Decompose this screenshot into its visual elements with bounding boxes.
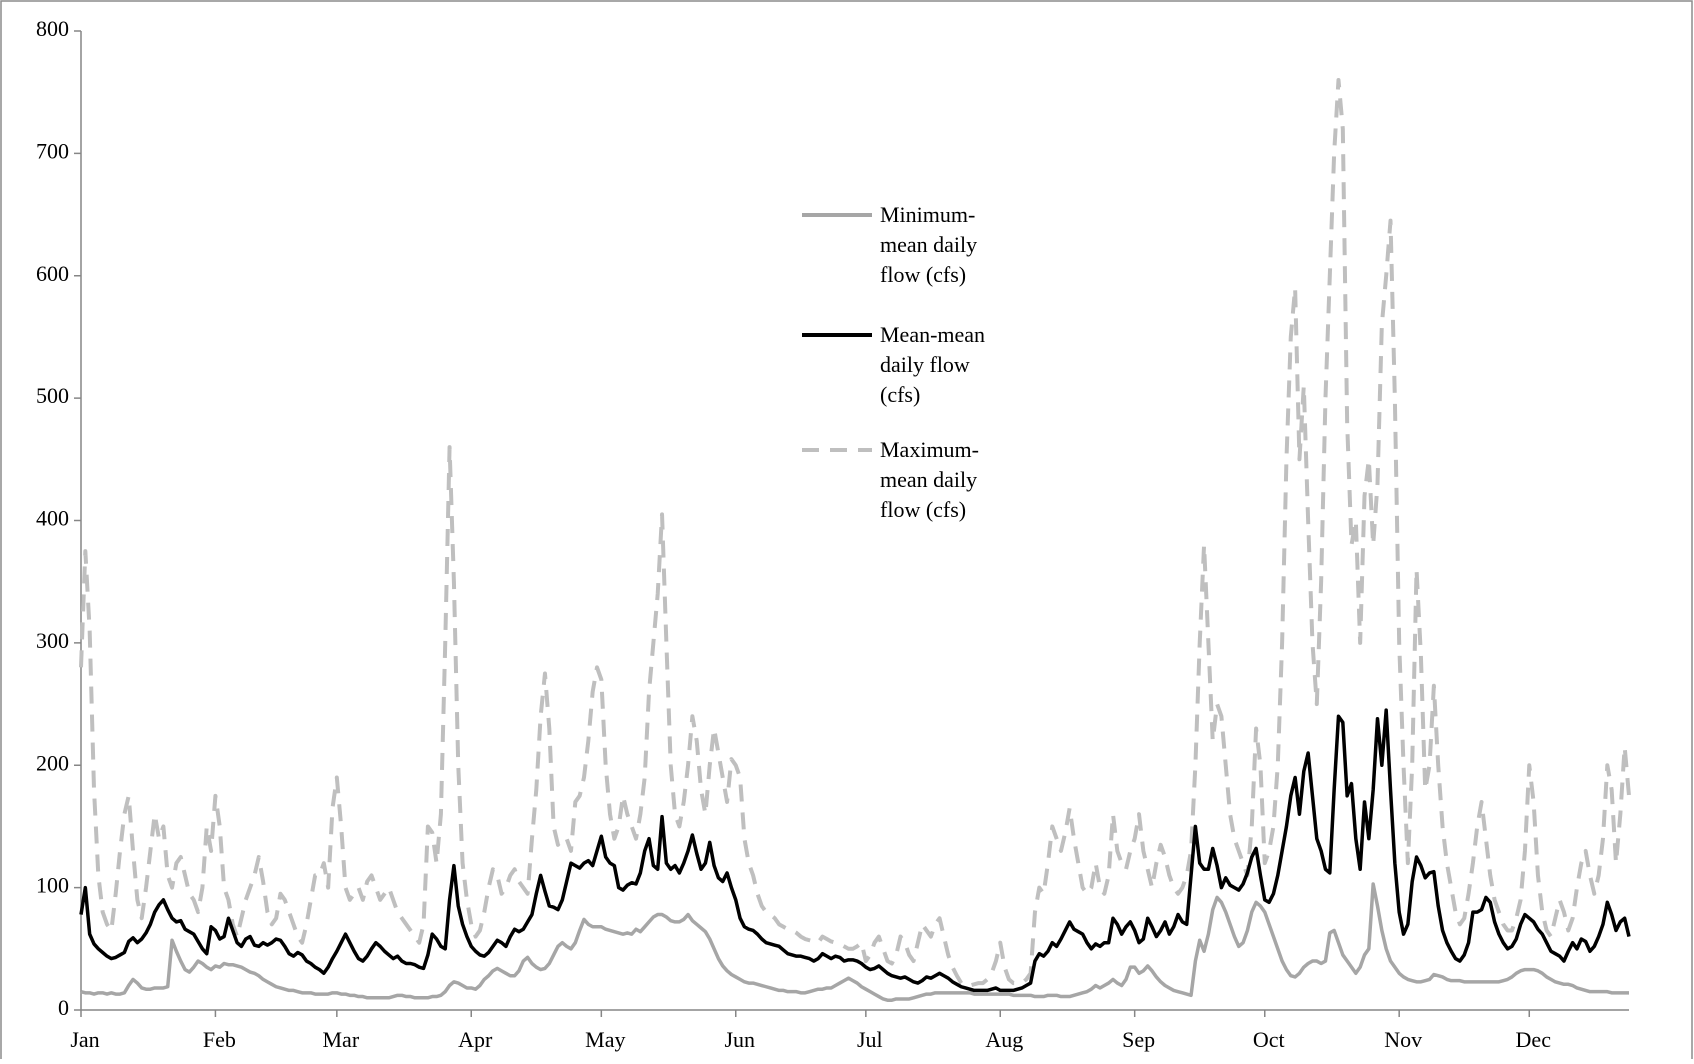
legend-swatch	[802, 333, 872, 337]
x-tick-label: Jul	[857, 1027, 883, 1052]
x-tick-label: Jan	[70, 1027, 99, 1052]
legend-entry: Minimum-mean daily flow (cfs)	[800, 200, 1015, 290]
x-tick-label: May	[585, 1027, 625, 1052]
x-tick-label: Feb	[203, 1027, 236, 1052]
legend-swatch	[802, 448, 872, 452]
y-tick-label: 600	[36, 261, 69, 286]
x-tick-label: Apr	[458, 1027, 493, 1052]
x-tick-label: Jun	[724, 1027, 755, 1052]
series-line	[80, 882, 1629, 1002]
y-tick-label: 100	[36, 873, 69, 898]
y-tick-label: 400	[36, 506, 69, 531]
y-tick-label: 800	[36, 16, 69, 41]
y-tick-label: 700	[36, 138, 69, 163]
x-tick-label: Aug	[985, 1027, 1023, 1052]
x-tick-label: Oct	[1253, 1027, 1285, 1052]
y-tick-label: 500	[36, 383, 69, 408]
legend-swatch	[802, 213, 872, 217]
legend-entry: Mean-mean daily flow (cfs)	[800, 320, 1015, 410]
y-tick-label: 200	[36, 750, 69, 775]
x-tick-label: Dec	[1516, 1027, 1552, 1052]
legend-entry: Maximum-mean daily flow (cfs)	[800, 435, 1015, 525]
series-line	[79, 77, 1631, 988]
legend-label: Minimum-mean daily flow (cfs)	[880, 202, 978, 287]
x-tick-label: Mar	[323, 1027, 360, 1052]
x-tick-label: Sep	[1122, 1027, 1155, 1052]
legend-label: Mean-mean daily flow (cfs)	[880, 322, 986, 407]
y-tick-label: 0	[58, 995, 69, 1020]
x-tick-label: Nov	[1384, 1027, 1422, 1052]
legend-label: Maximum-mean daily flow (cfs)	[880, 437, 979, 522]
y-tick-label: 300	[36, 628, 69, 653]
series-line	[79, 708, 1631, 993]
